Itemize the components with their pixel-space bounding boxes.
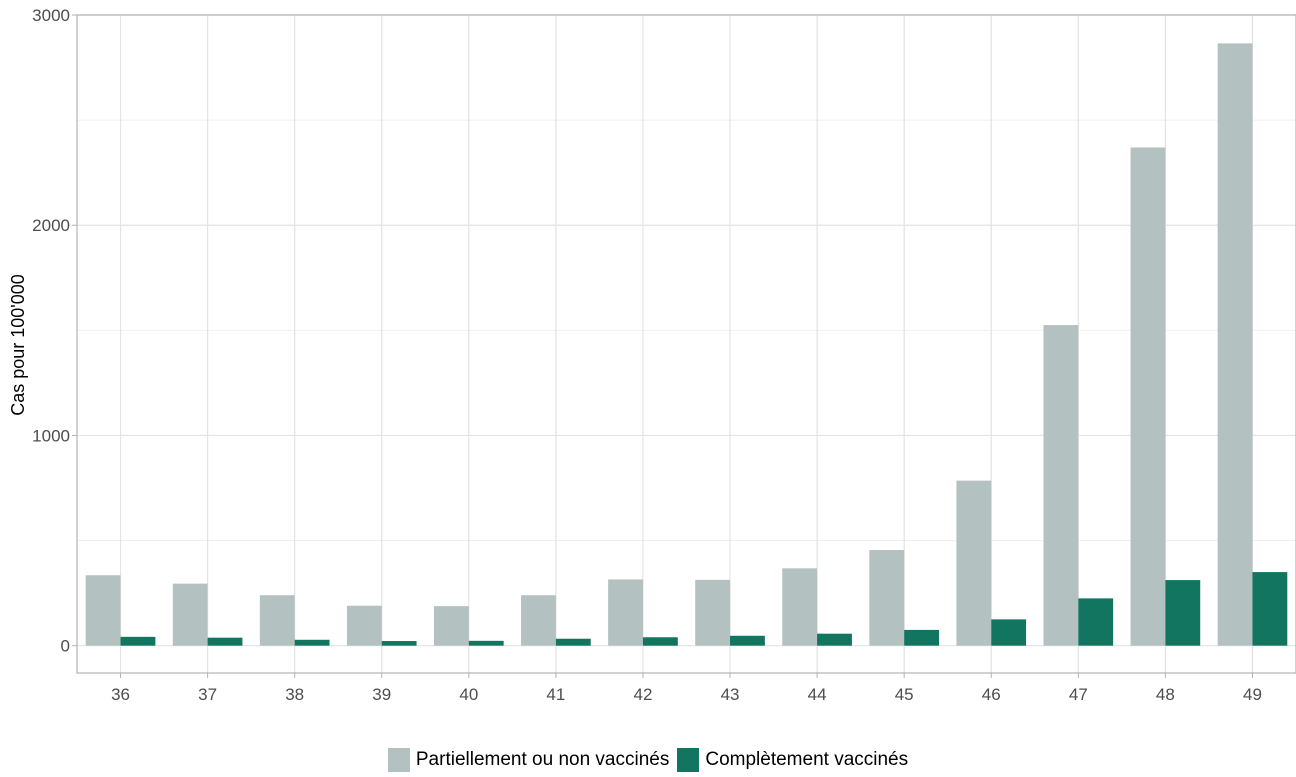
bar-unvaccinated-43 (695, 579, 731, 646)
y-tick-label: 3000 (32, 6, 70, 25)
bar-unvaccinated-37 (172, 583, 208, 646)
y-tick-label: 2000 (32, 216, 70, 235)
x-tick-label: 42 (634, 685, 653, 704)
bar-unvaccinated-46 (956, 480, 992, 646)
x-tick-label: 39 (372, 685, 391, 704)
x-tick-label: 48 (1156, 685, 1175, 704)
bar-vaccinated-37 (207, 637, 243, 646)
legend-label-vaccinated: Complètement vaccinés (705, 749, 909, 770)
x-axis-ticks: 36 37 38 39 40 41 42 43 44 45 46 47 48 49 (111, 673, 1262, 704)
bar-unvaccinated-44 (782, 568, 818, 646)
bar-unvaccinated-49 (1217, 43, 1253, 646)
legend: Partiellement ou non vaccinés Complèteme… (0, 748, 1296, 772)
y-tick-label: 0 (61, 637, 70, 656)
bar-unvaccinated-38 (259, 595, 295, 646)
bar-vaccinated-43 (730, 635, 765, 646)
x-tick-label: 41 (546, 685, 565, 704)
y-axis-title: Cas pour 100'000 (8, 274, 28, 416)
bar-unvaccinated-40 (433, 606, 469, 646)
bar-vaccinated-48 (1165, 580, 1201, 646)
x-tick-label: 45 (895, 685, 914, 704)
bar-vaccinated-42 (642, 637, 678, 646)
bar-chart: 0 1000 2000 3000 36 37 38 39 40 41 42 43 44 45 46 47 48… (8, 6, 1296, 704)
bar-vaccinated-40 (468, 640, 504, 646)
x-tick-label: 44 (808, 685, 827, 704)
bar-vaccinated-46 (991, 619, 1027, 646)
bar-unvaccinated-48 (1130, 147, 1166, 646)
bars (85, 43, 1288, 646)
bar-vaccinated-39 (381, 641, 417, 646)
bar-vaccinated-49 (1252, 572, 1288, 646)
x-tick-label: 47 (1069, 685, 1088, 704)
legend-label-unvaccinated: Partiellement ou non vaccinés (415, 749, 670, 770)
bar-unvaccinated-45 (869, 550, 905, 646)
bar-unvaccinated-42 (608, 579, 643, 646)
x-tick-label: 40 (459, 685, 478, 704)
legend-item-vaccinated: Complètement vaccinés (677, 748, 908, 772)
bar-vaccinated-38 (294, 639, 330, 646)
plot-panel-border (76, 14, 1296, 674)
bar-vaccinated-44 (817, 633, 852, 646)
bar-vaccinated-36 (120, 636, 156, 646)
bar-unvaccinated-47 (1043, 325, 1079, 646)
bar-vaccinated-47 (1078, 598, 1114, 646)
bar-vaccinated-41 (555, 638, 591, 646)
x-tick-label: 49 (1243, 685, 1262, 704)
grid-lines (77, 14, 1296, 673)
x-tick-label: 43 (721, 685, 740, 704)
bar-unvaccinated-39 (346, 605, 382, 646)
y-tick-label: 1000 (32, 426, 70, 445)
bar-unvaccinated-36 (85, 575, 121, 646)
y-axis-ticks: 0 1000 2000 3000 (32, 6, 77, 656)
legend-item-unvaccinated: Partiellement ou non vaccinés (387, 748, 670, 772)
x-tick-label: 38 (285, 685, 304, 704)
x-tick-label: 46 (982, 685, 1001, 704)
bar-unvaccinated-41 (521, 595, 556, 646)
bar-vaccinated-45 (904, 629, 940, 646)
legend-key-unvaccinated (387, 748, 410, 772)
x-tick-label: 36 (111, 685, 130, 704)
x-tick-label: 37 (198, 685, 217, 704)
legend-key-vaccinated (677, 748, 700, 772)
